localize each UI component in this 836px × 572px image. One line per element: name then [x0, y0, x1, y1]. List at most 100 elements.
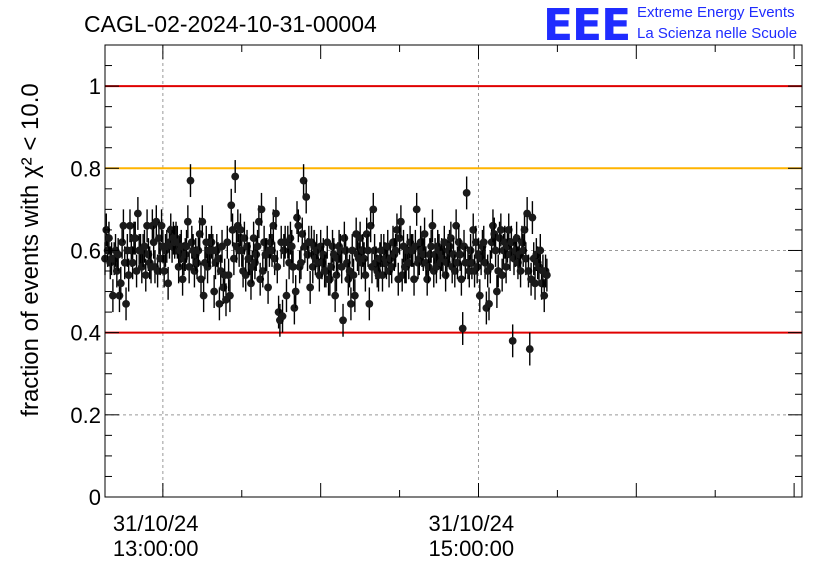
- data-point: [531, 279, 539, 288]
- data-point: [473, 262, 482, 271]
- axes: 00.20.40.60.8131/10/2413:00:0031/10/2415…: [17, 44, 802, 561]
- y-tick-label: 1: [89, 74, 101, 99]
- data-point: [457, 275, 466, 284]
- data-point: [114, 250, 123, 259]
- data-point: [391, 246, 400, 255]
- data-point: [157, 221, 166, 230]
- data-point: [347, 299, 355, 308]
- data-point: [369, 205, 378, 214]
- data-point: [272, 209, 280, 218]
- data-point: [247, 279, 255, 288]
- data-point: [491, 246, 500, 255]
- data-point: [325, 275, 334, 284]
- data-point: [498, 271, 507, 280]
- data-point: [253, 242, 262, 251]
- data-point: [428, 221, 437, 230]
- data-point: [349, 271, 358, 280]
- data-point: [279, 246, 288, 255]
- y-tick-label: 0.6: [70, 238, 101, 263]
- data-point: [462, 189, 471, 197]
- data-point: [420, 230, 429, 238]
- data-point: [218, 242, 226, 251]
- data-point: [423, 275, 432, 284]
- data-point: [290, 304, 299, 312]
- reference-lines: [105, 85, 802, 334]
- data-point: [508, 336, 517, 345]
- data-point: [231, 172, 240, 181]
- data-point: [289, 262, 297, 271]
- data-point: [183, 217, 192, 226]
- data-point: [466, 246, 475, 255]
- data-point: [181, 250, 190, 259]
- data-point: [137, 262, 146, 271]
- data-point: [210, 287, 219, 296]
- data-point: [350, 291, 359, 300]
- data-point: [132, 267, 141, 275]
- data-point: [337, 262, 346, 271]
- data-point: [115, 291, 124, 300]
- data-point: [286, 234, 295, 243]
- data-point: [140, 242, 149, 251]
- data-point: [226, 291, 234, 300]
- data-point: [365, 299, 374, 308]
- data-point: [542, 271, 551, 280]
- data-point: [360, 254, 368, 263]
- data-point: [160, 267, 169, 275]
- data-point: [458, 324, 467, 333]
- data-point: [460, 242, 468, 251]
- data-point: [293, 213, 301, 222]
- data-point: [131, 234, 140, 243]
- data-point: [302, 193, 311, 201]
- x-tick-label-time: 15:00:00: [428, 536, 514, 561]
- data-point: [361, 271, 370, 280]
- data-point: [185, 262, 194, 271]
- data-point: [108, 291, 117, 300]
- data-point: [492, 287, 501, 296]
- data-point: [297, 258, 305, 267]
- data-point: [257, 205, 266, 214]
- data-point: [122, 299, 130, 308]
- y-tick-label: 0.2: [70, 403, 101, 428]
- data-point: [105, 234, 113, 243]
- data-point: [187, 238, 196, 247]
- data-point: [332, 271, 341, 280]
- data-point: [227, 201, 236, 210]
- data-point: [525, 345, 534, 353]
- data-point: [126, 221, 134, 230]
- data-point: [479, 238, 488, 247]
- x-tick-label-date: 31/10/24: [113, 511, 199, 536]
- data-point: [294, 221, 303, 230]
- data-point: [339, 316, 347, 325]
- data-point: [224, 271, 233, 280]
- data-point: [540, 291, 549, 300]
- y-axis-label: fraction of events with χ² < 10.0: [17, 83, 44, 416]
- data-point: [118, 238, 126, 247]
- data-point: [362, 230, 371, 238]
- chart-title: CAGL-02-2024-10-31-00004: [84, 11, 377, 37]
- data-point: [215, 299, 224, 308]
- eee-logo: EEE: [543, 0, 631, 51]
- data-point: [528, 213, 537, 222]
- x-tick-label-date: 31/10/24: [428, 511, 514, 536]
- data-point: [264, 283, 272, 292]
- data-point: [395, 234, 404, 243]
- data-point: [178, 275, 187, 284]
- logo-subtitle-line-1: Extreme Energy Events: [637, 4, 795, 21]
- data-point: [273, 262, 282, 271]
- data-point: [194, 246, 203, 255]
- data-point: [485, 299, 493, 308]
- x-tick-label-time: 13:00:00: [113, 536, 199, 561]
- data-point: [236, 226, 245, 234]
- data-point: [278, 312, 287, 321]
- data-point: [440, 238, 449, 247]
- y-tick-label: 0.8: [70, 156, 101, 181]
- data-point: [502, 262, 511, 271]
- data-point: [207, 238, 216, 247]
- data-point: [223, 238, 232, 247]
- data-point: [282, 291, 291, 300]
- data-point: [287, 242, 296, 251]
- data-point: [340, 234, 349, 243]
- data-point: [496, 226, 505, 234]
- data-point: [112, 267, 121, 275]
